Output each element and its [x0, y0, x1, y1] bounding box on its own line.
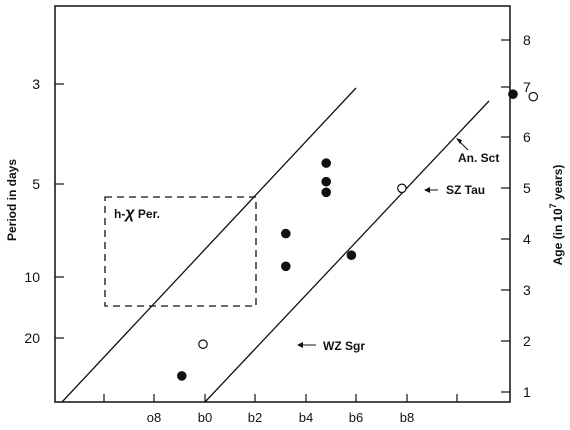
right-tick-label: 7	[523, 79, 531, 95]
data-points	[177, 89, 539, 381]
right-tick-marks	[501, 39, 510, 393]
filled-data-point	[321, 176, 331, 187]
right-tick-labels: 8 7 6 5 4 3 2 1	[523, 32, 531, 400]
wz-sgr-arrowhead	[297, 342, 303, 348]
wz-sgr-label: WZ Sgr	[323, 339, 365, 353]
left-tick-label: 10	[24, 269, 40, 285]
filled-data-point	[280, 228, 291, 239]
bottom-tick-marks	[103, 394, 458, 402]
left-tick-label: 20	[24, 330, 40, 346]
plot-frame	[54, 5, 511, 403]
bottom-tick-label: b6	[349, 410, 363, 425]
open-data-point	[397, 183, 407, 194]
bottom-tick-label: b8	[400, 410, 414, 425]
right-boundary-line	[204, 100, 490, 403]
left-axis-label: Period in days	[5, 159, 19, 241]
h-chi-per-box	[104, 196, 257, 307]
right-tick-label: 6	[523, 129, 531, 145]
right-tick-label: 5	[523, 180, 531, 196]
sz-tau-label: SZ Tau	[446, 183, 485, 197]
open-data-point	[528, 91, 539, 102]
bottom-tick-labels: o8 b0 b2 b4 b6 b8	[147, 410, 414, 425]
left-tick-marks	[55, 83, 64, 339]
right-tick-label: 3	[523, 282, 531, 298]
bottom-tick-label: o8	[147, 410, 161, 425]
bottom-tick-label: b0	[198, 410, 212, 425]
filled-data-point	[321, 158, 331, 168]
filled-data-point	[346, 250, 357, 260]
right-tick-label: 2	[523, 333, 531, 349]
right-tick-label: 1	[523, 384, 531, 400]
bottom-tick-label: b4	[299, 410, 313, 425]
left-tick-labels: 3 5 10 20	[24, 76, 40, 346]
open-data-point	[198, 339, 208, 349]
left-boundary-line	[61, 87, 357, 403]
filled-data-point	[321, 187, 331, 198]
an-sct-arrowhead	[456, 138, 462, 144]
right-axis-label: Age (in107 years)	[548, 165, 565, 266]
an-sct-label: An. Sct	[458, 151, 499, 165]
filled-data-point	[508, 89, 518, 99]
filled-data-point	[280, 261, 291, 272]
right-tick-label: 8	[523, 32, 531, 48]
left-tick-label: 5	[32, 176, 40, 192]
filled-data-point	[177, 371, 187, 381]
sz-tau-arrowhead	[424, 187, 430, 193]
left-tick-label: 3	[32, 76, 40, 92]
bottom-tick-label: b2	[248, 410, 262, 425]
h-chi-per-label: h-χ Per.	[114, 205, 160, 222]
right-tick-label: 4	[523, 231, 531, 247]
